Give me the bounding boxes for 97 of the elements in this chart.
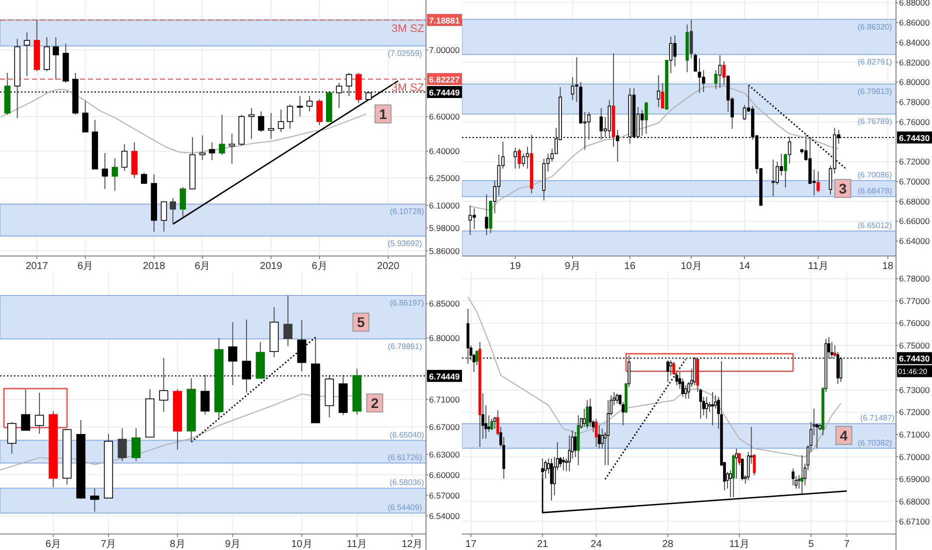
x-tick-label: 12月 (402, 539, 423, 550)
y-tick-label: 6.71000 (899, 430, 930, 440)
y-tick-label: 6.54000 (429, 510, 460, 521)
x-tick-label: 21 (536, 539, 549, 550)
x-tick-label: 5 (808, 539, 814, 550)
x-tick-label: 2018 (142, 261, 166, 272)
x-tick-label: 6月 (194, 261, 210, 272)
annotation: 2 (370, 394, 379, 411)
y-tick-label: 6.78000 (899, 274, 930, 284)
y-tick-label: 6.57000 (429, 490, 460, 500)
y-tick-label: 6.85000 (429, 298, 460, 309)
x-tick-label: 10月 (291, 539, 312, 550)
x-tick-label: 16 (624, 261, 636, 272)
x-tick-label: 8月 (170, 539, 186, 550)
y-tick-label: 6.60000 (429, 111, 460, 122)
annotation: (6.58036) (390, 478, 424, 488)
annotation: (6.71487) (860, 414, 895, 423)
y-tick-label: 6.68000 (899, 196, 930, 206)
x-tick-label: 6月 (45, 539, 62, 550)
x-tick-label: 10月 (680, 261, 702, 272)
annotation: 1 (379, 106, 388, 122)
x-tick-label: 11月 (729, 539, 750, 550)
y-tick-label: 6.68000 (899, 496, 930, 506)
y-tick-label: 6.88000 (899, 0, 930, 8)
y-tick-label: 6.73000 (899, 384, 930, 395)
ref-line-label: 6.74430 (899, 354, 930, 364)
x-tick-label: 9月 (224, 539, 241, 550)
annotation: (6.70086) (858, 170, 892, 180)
y-tick-label: 6.76000 (899, 116, 930, 127)
annotation: (6.86197) (390, 298, 424, 308)
annotation: 3M SZ (392, 82, 424, 94)
annotation: (6.10728) (390, 207, 424, 216)
ref-line-label: 6.74449 (429, 88, 460, 98)
y-tick-label: 6.25000 (429, 173, 460, 184)
band-label: (5.93692) (388, 239, 422, 248)
x-tick-label: 11月 (346, 539, 368, 550)
y-tick-label: 6.77000 (899, 296, 930, 306)
y-tick-label: 6.67000 (429, 422, 460, 432)
y-tick-label: 6.86000 (899, 18, 930, 28)
ref-line-label: 6.74430 (899, 132, 930, 143)
y-tick-label: 6.78000 (899, 97, 930, 108)
y-tick-label: 6.72000 (899, 156, 930, 167)
annotation: 3 (838, 180, 847, 196)
band-label: (7.02559) (388, 48, 422, 58)
x-tick-label: 19 (510, 261, 522, 272)
x-tick-label: 7 (844, 539, 850, 550)
x-tick-label: 2019 (260, 261, 283, 272)
y-tick-label: 6.70000 (899, 176, 930, 186)
band-label: (6.76789) (858, 117, 892, 126)
y-tick-label: 6.40000 (429, 146, 460, 156)
y-tick-label: 6.70000 (899, 452, 930, 462)
annotation: 5 (357, 314, 366, 330)
ref-line-label: 6.82227 (429, 74, 460, 85)
x-tick-label: 2017 (26, 261, 48, 272)
x-tick-label: 28 (662, 539, 674, 550)
y-tick-label: 5.86000 (429, 246, 460, 256)
annotation: (6.79813) (858, 87, 892, 96)
x-tick-label: 11月 (808, 261, 828, 272)
y-tick-label: 6.80000 (899, 77, 930, 88)
y-tick-label: 6.69000 (899, 474, 930, 484)
band-label: (6.70382) (858, 438, 892, 448)
x-tick-label: 2020 (377, 261, 400, 272)
band-label: (6.79861) (388, 342, 422, 351)
annotation: (6.65040) (390, 430, 424, 440)
x-tick-label: 14 (738, 261, 751, 272)
y-tick-label: 6.60000 (429, 470, 460, 480)
annotation: 3M SZ (392, 22, 424, 35)
y-tick-label: 5.98000 (429, 222, 460, 233)
x-tick-label: 18 (882, 261, 894, 272)
annotation: 4 (840, 427, 848, 444)
x-tick-label: 17 (465, 539, 477, 550)
band-label: (6.54409) (388, 503, 422, 512)
y-tick-label: 6.71000 (429, 394, 460, 405)
y-tick-label: 6.64000 (899, 236, 930, 246)
y-tick-label: 6.10000 (429, 200, 460, 210)
y-tick-label: 6.80000 (429, 332, 460, 343)
x-tick-label: 9月 (564, 261, 580, 272)
ref-line-label: 6.74449 (429, 371, 460, 382)
x-tick-label: 6月 (312, 261, 328, 272)
y-tick-label: 6.72000 (899, 407, 930, 418)
band-label: (6.61726) (388, 452, 422, 462)
y-tick-label: 6.63000 (429, 449, 460, 460)
y-tick-label: 6.75000 (899, 340, 930, 350)
y-tick-label: 6.76000 (899, 318, 930, 328)
x-tick-label: 7月 (100, 539, 116, 550)
x-tick-label: 24 (590, 539, 602, 550)
y-tick-label: 6.66000 (899, 216, 930, 226)
band-label: (6.82791) (858, 57, 892, 66)
ref-line-label: 7.18881 (429, 15, 460, 26)
y-tick-label: 7.00000 (429, 45, 460, 56)
annotation: (6.65012) (858, 221, 892, 230)
band-label: (6.68478) (858, 186, 892, 196)
y-tick-label: 6.67100 (899, 516, 930, 526)
annotation: (6.86320) (858, 22, 892, 32)
x-tick-label: 6月 (78, 261, 94, 272)
y-tick-label: 6.82000 (899, 57, 930, 68)
y-tick-label: 6.84000 (899, 37, 930, 48)
